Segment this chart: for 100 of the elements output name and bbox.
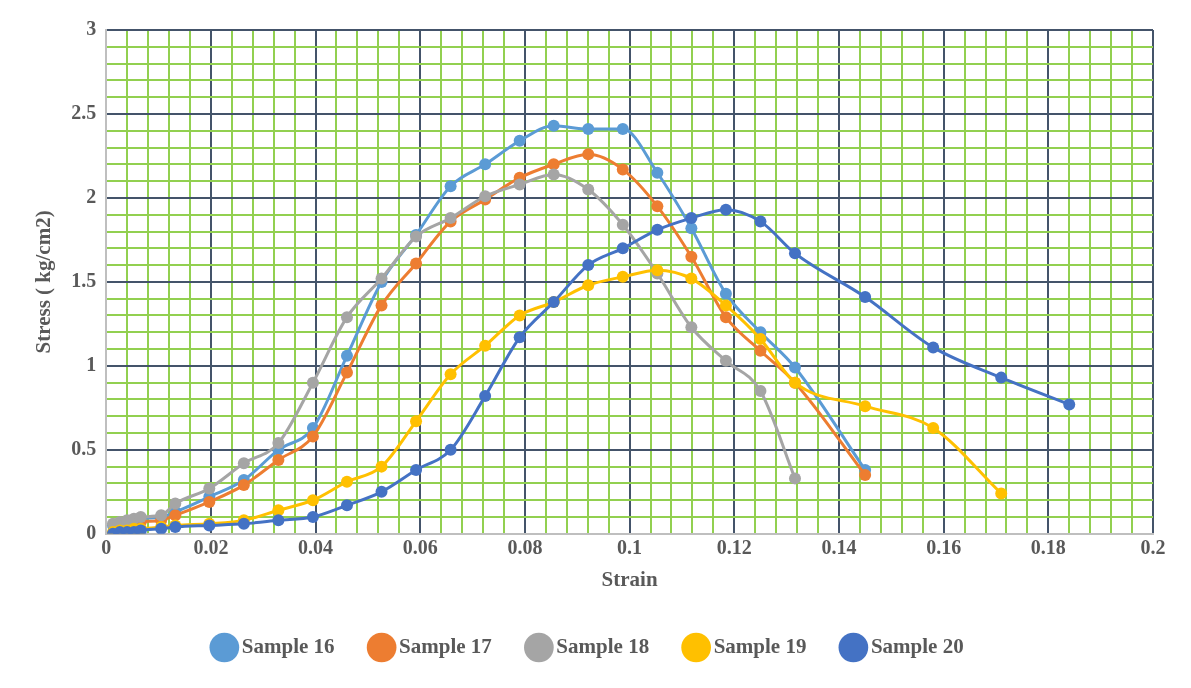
point — [685, 321, 698, 334]
point — [306, 376, 319, 389]
point — [513, 309, 526, 322]
point — [719, 299, 732, 312]
point — [651, 200, 664, 213]
point — [754, 344, 767, 357]
point — [616, 242, 629, 255]
point — [859, 400, 872, 413]
point — [513, 178, 526, 191]
legend-label: Sample 20 — [870, 633, 964, 658]
point — [754, 385, 767, 398]
x-tick-label: 0.1 — [617, 535, 643, 558]
point — [995, 487, 1008, 500]
x-tick-label: 0.16 — [926, 535, 962, 558]
point — [169, 509, 182, 522]
point — [340, 499, 353, 512]
point — [410, 257, 423, 270]
point — [927, 341, 940, 354]
x-tick-label: 0.08 — [507, 535, 543, 558]
point — [169, 497, 182, 510]
point — [719, 203, 732, 216]
point — [616, 270, 629, 283]
y-tick-label: 2 — [86, 185, 97, 208]
point — [719, 311, 732, 324]
point — [340, 475, 353, 488]
point — [444, 368, 457, 381]
x-tick-label: 0.02 — [193, 535, 229, 558]
point — [444, 443, 457, 456]
point — [547, 119, 560, 132]
point — [237, 457, 250, 470]
x-axis-title: Strain — [601, 566, 658, 591]
point — [582, 148, 595, 161]
point — [859, 291, 872, 304]
point — [685, 250, 698, 263]
y-tick-label: 0 — [86, 520, 97, 543]
x-tick-label: 0 — [101, 535, 112, 558]
point — [788, 247, 801, 260]
legend-label: Sample 16 — [241, 633, 335, 658]
legend-label: Sample 17 — [399, 633, 492, 658]
point — [272, 504, 285, 517]
legend-label: Sample 18 — [556, 633, 650, 658]
x-tick-label: 0.14 — [821, 535, 857, 558]
point — [272, 453, 285, 466]
point — [340, 311, 353, 324]
point — [582, 279, 595, 292]
point — [340, 349, 353, 362]
point — [306, 430, 319, 443]
x-tick-label: 0.18 — [1030, 535, 1066, 558]
point — [788, 361, 801, 374]
point — [306, 494, 319, 507]
point — [859, 469, 872, 482]
point — [375, 299, 388, 312]
point — [513, 331, 526, 344]
point — [272, 514, 285, 527]
point — [651, 166, 664, 179]
point — [375, 460, 388, 473]
y-tick-label: 2.5 — [71, 101, 97, 124]
point — [927, 422, 940, 434]
y-tick-label: 1 — [86, 353, 97, 376]
y-tick-label: 3 — [86, 17, 97, 40]
point — [616, 163, 629, 176]
point — [582, 183, 595, 196]
point — [479, 390, 492, 403]
x-tick-label: 0.06 — [402, 535, 438, 558]
point — [685, 272, 698, 285]
point — [616, 123, 629, 136]
point — [203, 482, 216, 495]
x-tick-label: 0.12 — [716, 535, 752, 558]
x-tick-label: 0.04 — [298, 535, 334, 558]
y-tick-label: 1.5 — [71, 269, 97, 292]
point — [375, 485, 388, 498]
point — [203, 495, 216, 508]
point — [719, 287, 732, 300]
point — [616, 218, 629, 231]
point — [444, 180, 457, 193]
point — [582, 259, 595, 272]
point — [1063, 398, 1076, 411]
point — [547, 168, 560, 181]
point — [651, 223, 664, 236]
point — [306, 511, 319, 524]
point — [754, 215, 767, 228]
point — [340, 366, 353, 379]
point — [788, 472, 801, 485]
point — [513, 134, 526, 147]
y-tick-label: 0.5 — [71, 437, 97, 460]
point — [582, 123, 595, 136]
legend-label: Sample 19 — [713, 633, 807, 658]
x-tick-label: 0.2 — [1140, 535, 1166, 558]
point — [547, 158, 560, 171]
point — [719, 354, 732, 367]
point — [410, 463, 423, 476]
point — [237, 479, 250, 492]
y-axis-title: Stress ( kg/cm2) — [31, 210, 56, 354]
point — [479, 339, 492, 352]
point — [754, 333, 767, 345]
point — [479, 158, 492, 171]
point — [410, 415, 423, 428]
point — [685, 212, 698, 225]
point — [995, 371, 1008, 384]
point — [272, 437, 285, 450]
